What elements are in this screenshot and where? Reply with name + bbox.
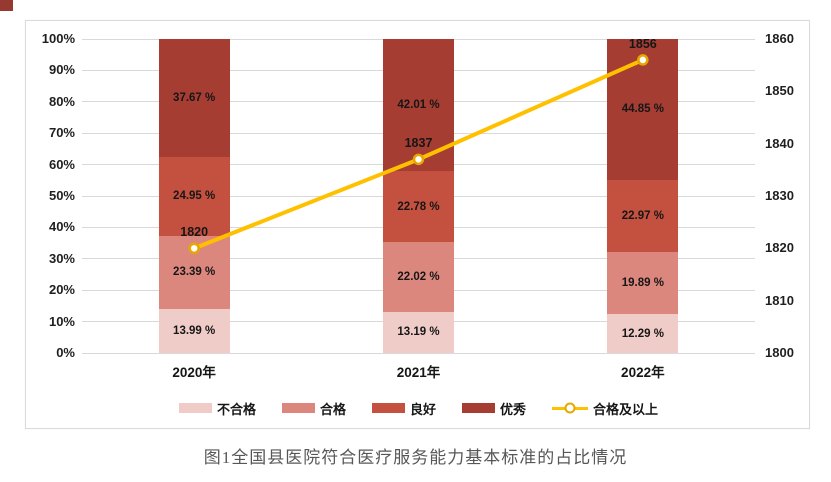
line-data-label: 1856 bbox=[628, 36, 657, 51]
bar-segment-label: 22.02 % bbox=[397, 271, 440, 283]
bar-segment bbox=[383, 170, 454, 243]
legend-label: 不合格 bbox=[216, 401, 256, 417]
bar-segment-label: 12.29 % bbox=[621, 327, 664, 340]
right-axis-tick-label: 1850 bbox=[765, 83, 794, 99]
bar-segment-label: 22.97 % bbox=[621, 209, 664, 222]
line-marker bbox=[412, 153, 425, 166]
left-axis-tick-label: 40% bbox=[48, 219, 75, 235]
bar-segment-label: 24.95 % bbox=[173, 190, 216, 203]
legend-swatch bbox=[178, 403, 212, 413]
bar-segment bbox=[158, 157, 230, 236]
left-axis-tick-label: 70% bbox=[48, 125, 75, 141]
left-axis-tick-label: 50% bbox=[48, 188, 75, 203]
left-axis-tick-label: 60% bbox=[48, 156, 75, 172]
bar-segment bbox=[383, 242, 454, 312]
x-axis-label: 2021年 bbox=[396, 365, 441, 380]
left-axis-tick-label: 0% bbox=[56, 345, 75, 360]
right-axis-tick-label: 1800 bbox=[765, 345, 794, 360]
bar-segment-label: 23.39 % bbox=[173, 266, 216, 279]
plot-area: 0% 10% 20% 30% 40% 50% 60% 70% 80% 90% 100% 1800 181… bbox=[42, 31, 794, 380]
bar-segment-label: 13.19 % bbox=[397, 326, 440, 339]
bar-segment-label: 22.78 % bbox=[397, 200, 440, 213]
legend-swatch bbox=[281, 403, 315, 413]
chart-legend: 不合格 合格 良好 优秀 合格及以上 bbox=[82, 397, 755, 419]
figure-caption: 图1全国县医院符合医疗服务能力基本标准的占比情况 bbox=[203, 448, 628, 467]
right-axis-tick-label: 1860 bbox=[765, 31, 794, 46]
left-axis-tick-label: 20% bbox=[48, 282, 75, 298]
bar-segment bbox=[607, 179, 679, 252]
line-marker bbox=[637, 54, 649, 66]
bar-segment-label: 37.67 % bbox=[173, 92, 216, 105]
legend-label: 合格 bbox=[319, 401, 346, 417]
legend-label: 合格及以上 bbox=[593, 401, 659, 417]
bar-segment-label: 19.89 % bbox=[621, 277, 664, 290]
left-axis-tick-label: 10% bbox=[48, 313, 75, 329]
line-data-label: 1837 bbox=[404, 136, 433, 151]
legend-item: 优秀 bbox=[462, 399, 526, 418]
x-axis-label: 2022年 bbox=[621, 365, 665, 380]
legend-label: 良好 bbox=[409, 401, 436, 417]
line-data-label: 1820 bbox=[180, 225, 209, 240]
chart-panel: 0% 10% 20% 30% 40% 50% 60% 70% 80% 90% 100% 1800 181… bbox=[25, 20, 810, 429]
gridline bbox=[82, 38, 755, 40]
legend-swatch bbox=[462, 403, 495, 413]
bar-segment-label: 13.99 % bbox=[173, 325, 216, 338]
bar-segment bbox=[158, 39, 230, 158]
right-axis-tick-label: 1830 bbox=[765, 188, 794, 203]
gridline bbox=[82, 352, 755, 354]
right-axis-tick-label: 1810 bbox=[765, 292, 794, 308]
legend-item: 不合格 bbox=[178, 399, 256, 418]
corner-mark bbox=[0, 0, 13, 11]
left-axis-tick-label: 90% bbox=[48, 62, 75, 78]
bar-segment-label: 42.01 % bbox=[397, 98, 440, 111]
legend-item: 良好 bbox=[371, 399, 436, 418]
legend-line-marker bbox=[552, 402, 589, 414]
legend-label: 优秀 bbox=[500, 401, 527, 417]
right-axis-tick-label: 1840 bbox=[765, 135, 794, 151]
trend-line bbox=[188, 54, 649, 255]
right-axis-tick-label: 1820 bbox=[765, 240, 794, 256]
left-axis-tick-label: 100% bbox=[41, 31, 75, 46]
legend-item: 合格 bbox=[281, 399, 346, 418]
bar-segment bbox=[607, 251, 679, 315]
legend-item: 合格及以上 bbox=[552, 399, 658, 418]
bar-segment bbox=[607, 314, 679, 353]
legend-swatch bbox=[371, 403, 405, 413]
x-axis-label: 2020年 bbox=[172, 365, 216, 380]
left-axis-tick-label: 80% bbox=[48, 93, 75, 109]
left-axis-tick-label: 30% bbox=[48, 250, 75, 266]
line-marker bbox=[188, 242, 200, 255]
bar-segment bbox=[383, 311, 454, 353]
bar-segment-label: 44.85 % bbox=[621, 103, 664, 116]
bar-segment bbox=[158, 309, 230, 353]
